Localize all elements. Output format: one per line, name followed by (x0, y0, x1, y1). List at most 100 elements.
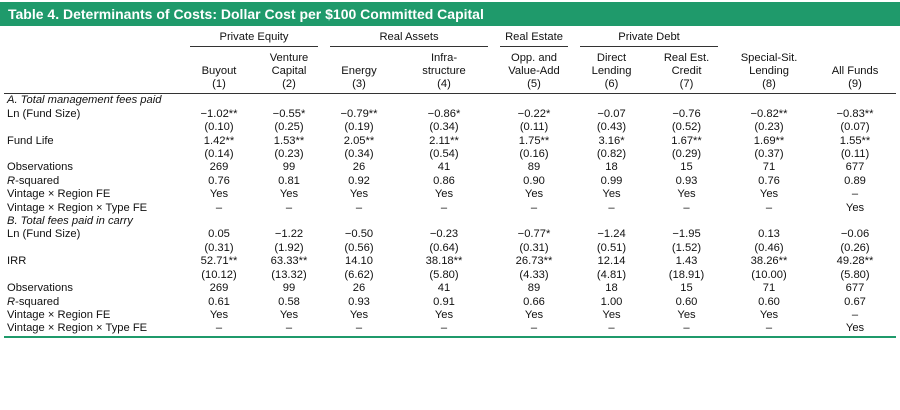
table-cell: – (530, 322, 538, 335)
column-number: (7) (679, 78, 694, 91)
table-cell: Yes (759, 188, 779, 201)
column-number: (8) (762, 78, 776, 91)
table-cell: −0.77* (517, 228, 551, 241)
row-label (4, 121, 184, 134)
table-row: Vintage × Region FE Yes Yes Yes Yes Yes Yes Yes… (4, 309, 896, 322)
table-cell: (0.14) (204, 148, 234, 161)
table-cell: 269 (209, 161, 229, 174)
column-name: Direct Lending (591, 52, 632, 78)
table-cell: 14.10 (345, 255, 373, 268)
table-cell: – (285, 201, 293, 214)
table-row: Ln (Fund Size) 0.05 −1.22 −0.50 −0.23 −0.77* −… (4, 228, 896, 241)
table-cell: (0.43) (596, 121, 627, 134)
table-cell: 0.91 (433, 295, 455, 308)
column-name: Venture Capital (269, 52, 309, 78)
table-cell: 0.90 (523, 174, 545, 187)
column-number: (2) (282, 78, 296, 91)
row-label: Observations (7, 282, 73, 295)
table-title: Table 4. Determinants of Costs: Dollar C… (0, 2, 900, 26)
panel-title: B. Total fees paid in carry (7, 215, 133, 228)
table-cell: 1.67** (671, 134, 702, 147)
row-label: R-squared (7, 174, 60, 187)
table-cell: Yes (434, 188, 454, 201)
row-label: Vintage × Region × Type FE (7, 201, 148, 214)
table-row: Fund Life 1.42** 1.53** 2.05** 2.11** 1.75** 3… (4, 135, 896, 148)
table-cell: Yes (677, 188, 696, 201)
table-row: Observations 269 99 26 41 89 18 15 71 677 (4, 282, 896, 295)
table-cell: (1.92) (274, 241, 304, 254)
table-cell: – (285, 322, 293, 335)
table-cell: 0.60 (758, 295, 780, 308)
table-cell: – (683, 322, 690, 335)
table-cell: 1.43 (675, 255, 698, 268)
table-cell: – (355, 201, 363, 214)
table-cell: (10.00) (751, 268, 787, 281)
table-cell: 71 (762, 161, 776, 174)
group-header-label: Real Assets (330, 31, 489, 48)
table-cell: (0.10) (204, 121, 234, 134)
table-cell: (0.16) (519, 148, 549, 161)
table-cell: 1.55** (839, 134, 871, 147)
table-cell: 0.58 (278, 295, 300, 308)
table-cell: – (765, 201, 773, 214)
table-cell: Yes (349, 188, 369, 201)
row-label: Ln (Fund Size) (7, 107, 81, 120)
table-cell: 0.76 (208, 174, 230, 187)
table-row: (0.10) (0.25) (0.19) (0.34) (0.11) (0.43) (0.5… (4, 121, 896, 134)
column-number: (6) (604, 78, 619, 91)
column-name: Real Est. Credit (663, 52, 710, 78)
table-cell: (0.29) (671, 148, 702, 161)
row-label: Vintage × Region × Type FE (7, 322, 148, 335)
table-cell: Yes (845, 322, 865, 335)
table-cell: (0.11) (519, 121, 549, 134)
table-cell: 89 (527, 161, 541, 174)
table-row: Ln (Fund Size) −1.02** −0.55* −0.79** −0.86*… (4, 108, 896, 121)
table-cell: (0.82) (596, 148, 627, 161)
table-cell: 41 (437, 161, 451, 174)
table-cell: 0.92 (348, 174, 370, 187)
table-cell: 0.05 (208, 228, 230, 241)
table-cell: 3.16* (598, 134, 625, 147)
table-cell: 1.42** (203, 134, 235, 147)
table-cell: −0.76 (672, 107, 701, 120)
table-cell: 52.71** (200, 255, 238, 268)
table-cell: −0.79** (340, 107, 378, 120)
table-cell: −1.24 (597, 228, 626, 241)
table-cell: Yes (602, 188, 621, 201)
column-name: Special-Sit. Lending (740, 52, 798, 78)
table-row: (0.14) (0.23) (0.34) (0.54) (0.16) (0.82) (0.2… (4, 148, 896, 161)
row-label: Vintage × Region FE (7, 188, 111, 201)
table-cell: (0.64) (429, 241, 459, 254)
table-cell: 99 (282, 282, 296, 295)
group-header-cell: Real Assets (324, 26, 494, 48)
group-header-label: Private Debt (580, 31, 719, 48)
table-cell: 38.26** (750, 255, 788, 268)
table-cell: −0.07 (597, 107, 626, 120)
table-cell: 269 (209, 282, 229, 295)
table-cell: 0.13 (758, 228, 780, 241)
panel-title-row: A. Total management fees paid (4, 94, 896, 108)
table-cell: 26 (352, 161, 366, 174)
table-cell: (0.19) (344, 121, 374, 134)
table-cell: 2.05** (343, 134, 375, 147)
table-row: Observations 269 99 26 41 89 18 15 71 677 (4, 161, 896, 174)
column-header: Real Est. Credit (7) (649, 47, 724, 94)
table-cell: −1.02** (200, 107, 238, 120)
table-cell: 677 (845, 282, 865, 295)
table-cell: (5.80) (429, 268, 459, 281)
table-cell: – (440, 322, 448, 335)
row-label: R-squared (7, 295, 60, 308)
table-cell: 18 (605, 161, 618, 174)
table-cell: −0.55* (272, 107, 306, 120)
table-cell: 63.33** (270, 255, 308, 268)
table-cell: (0.23) (754, 121, 784, 134)
table-cell: 12.14 (597, 255, 626, 268)
group-header-cell: Private Debt (574, 26, 724, 48)
cost-determinants-table: Private Equity Real Assets Real Estate Priv… (4, 26, 897, 336)
table-cell: 0.66 (523, 295, 545, 308)
table-row: (10.12) (13.32) (6.62) (5.80) (4.33) (4.81) (1… (4, 269, 896, 282)
table-cell: Yes (279, 188, 299, 201)
group-header-cell: Private Equity (184, 26, 324, 48)
row-label: Fund Life (7, 134, 54, 147)
table-cell: Yes (845, 201, 865, 214)
